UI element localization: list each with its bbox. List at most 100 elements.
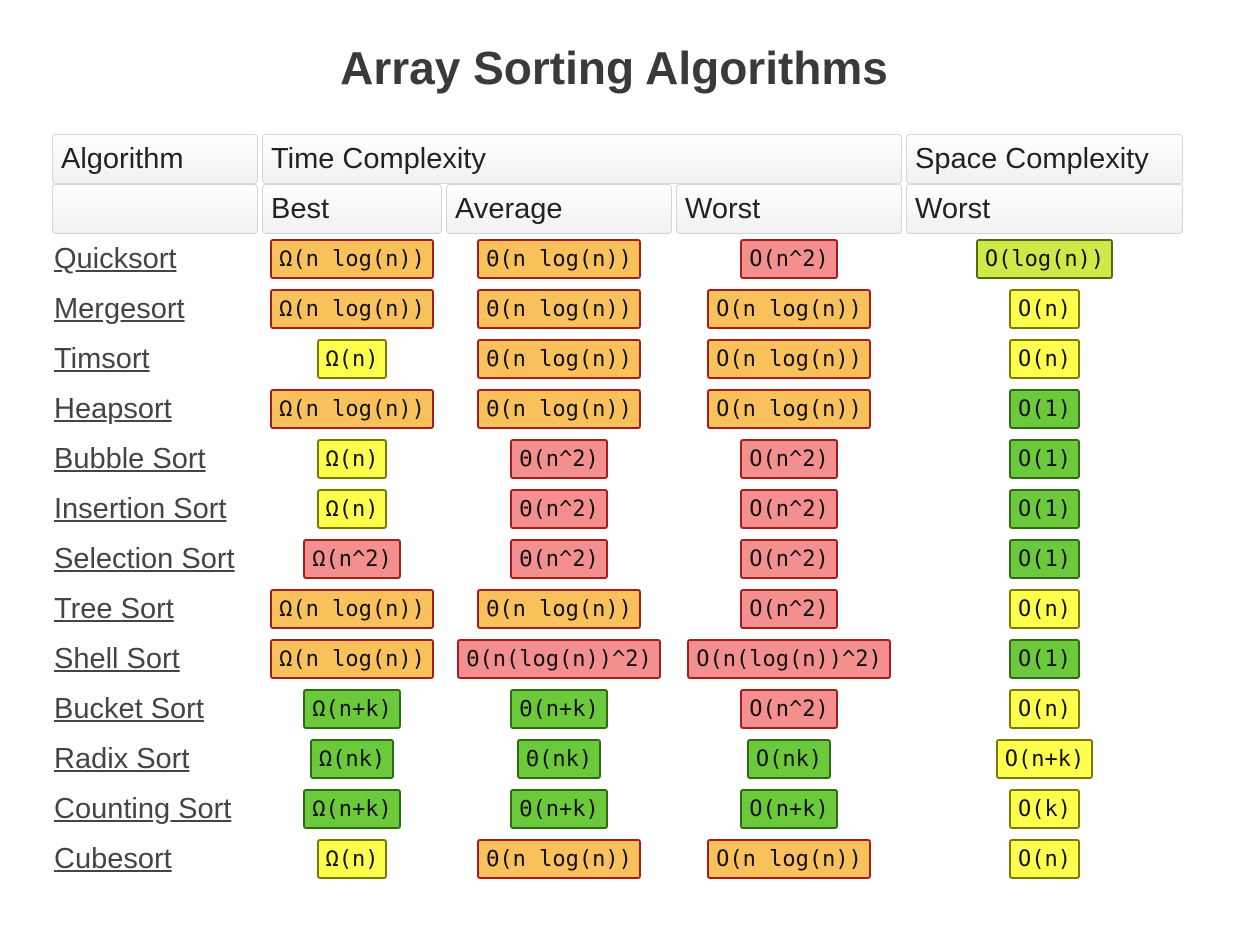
worst-complexity-badge: O(n log(n)) [707,339,871,379]
page-title: Array Sorting Algorithms [340,42,888,94]
algorithm-name-cell: Bucket Sort [52,684,258,734]
algorithm-link[interactable]: Cubesort [54,842,172,875]
worst-complexity-cell: O(n log(n)) [676,284,902,334]
header-algorithm: Algorithm [52,134,258,184]
worst-complexity-badge: O(n log(n)) [707,289,871,329]
worst-complexity-cell: O(n^2) [676,484,902,534]
space-complexity-badge: O(n) [1009,689,1080,729]
space-complexity-cell: O(1) [906,634,1183,684]
best-complexity-cell: Ω(n log(n)) [262,584,442,634]
space-complexity-cell: O(n+k) [906,734,1183,784]
worst-complexity-cell: O(n+k) [676,784,902,834]
average-complexity-badge: Θ(n+k) [510,789,608,829]
average-complexity-cell: Θ(n^2) [446,434,672,484]
average-complexity-badge: Θ(n^2) [510,539,608,579]
worst-complexity-badge: O(n log(n)) [707,389,871,429]
algorithm-link[interactable]: Heapsort [54,392,172,425]
algorithm-name-cell: Insertion Sort [52,484,258,534]
best-complexity-badge: Ω(n log(n)) [270,239,434,279]
algorithm-link[interactable]: Bubble Sort [54,442,206,475]
algorithm-link[interactable]: Radix Sort [54,742,190,775]
worst-complexity-badge: O(n(log(n))^2) [687,639,891,679]
average-complexity-badge: Θ(n log(n)) [477,839,641,879]
best-complexity-cell: Ω(n log(n)) [262,234,442,284]
header-space-complexity: Space Complexity [906,134,1183,184]
best-complexity-badge: Ω(nk) [309,739,395,779]
algorithm-name-cell: Tree Sort [52,584,258,634]
best-complexity-badge: Ω(n log(n)) [270,589,434,629]
algorithm-link[interactable]: Quicksort [54,242,177,275]
space-complexity-cell: O(n) [906,284,1183,334]
algorithm-link[interactable]: Bucket Sort [54,692,204,725]
average-complexity-cell: Θ(n log(n)) [446,384,672,434]
algorithm-name-cell: Bubble Sort [52,434,258,484]
algorithm-name-cell: Radix Sort [52,734,258,784]
header-blank [52,184,258,234]
worst-complexity-cell: O(n(log(n))^2) [676,634,902,684]
average-complexity-badge: Θ(n^2) [510,439,608,479]
space-complexity-badge: O(1) [1009,489,1080,529]
space-complexity-badge: O(n) [1009,289,1080,329]
worst-complexity-badge: O(n^2) [740,439,838,479]
algorithm-link[interactable]: Selection Sort [54,542,235,575]
algorithm-link[interactable]: Tree Sort [54,592,174,625]
algorithm-link[interactable]: Insertion Sort [54,492,227,525]
worst-complexity-cell: O(n^2) [676,684,902,734]
average-complexity-cell: Θ(n+k) [446,684,672,734]
space-complexity-badge: O(1) [1009,439,1080,479]
space-complexity-badge: O(1) [1009,639,1080,679]
space-complexity-badge: O(n) [1009,589,1080,629]
worst-complexity-cell: O(n log(n)) [676,834,902,884]
algorithm-name-cell: Shell Sort [52,634,258,684]
best-complexity-cell: Ω(n) [262,334,442,384]
average-complexity-badge: Θ(n log(n)) [477,339,641,379]
algorithm-name-cell: Heapsort [52,384,258,434]
worst-complexity-cell: O(n^2) [676,234,902,284]
space-complexity-cell: O(n) [906,834,1183,884]
header-space-worst: Worst [906,184,1183,234]
best-complexity-cell: Ω(n log(n)) [262,284,442,334]
space-complexity-badge: O(1) [1009,539,1080,579]
best-complexity-badge: Ω(n+k) [303,789,401,829]
average-complexity-cell: Θ(n+k) [446,784,672,834]
worst-complexity-badge: O(n^2) [740,539,838,579]
algorithm-name-cell: Selection Sort [52,534,258,584]
best-complexity-badge: Ω(n log(n)) [270,639,434,679]
header-best: Best [262,184,442,234]
algorithm-link[interactable]: Mergesort [54,292,185,325]
worst-complexity-cell: O(nk) [676,734,902,784]
best-complexity-cell: Ω(n+k) [262,784,442,834]
average-complexity-badge: Θ(n log(n)) [477,289,641,329]
space-complexity-cell: O(k) [906,784,1183,834]
best-complexity-badge: Ω(n+k) [303,689,401,729]
best-complexity-cell: Ω(n+k) [262,684,442,734]
algorithm-name-cell: Quicksort [52,234,258,284]
worst-complexity-cell: O(n log(n)) [676,384,902,434]
worst-complexity-cell: O(n^2) [676,534,902,584]
best-complexity-badge: Ω(n log(n)) [270,389,434,429]
header-average: Average [446,184,672,234]
average-complexity-badge: Θ(n(log(n))^2) [457,639,661,679]
algorithm-name-cell: Cubesort [52,834,258,884]
average-complexity-badge: Θ(n^2) [510,489,608,529]
average-complexity-cell: Θ(n(log(n))^2) [446,634,672,684]
best-complexity-cell: Ω(n log(n)) [262,384,442,434]
algorithm-link[interactable]: Shell Sort [54,642,180,675]
best-complexity-badge: Ω(n) [316,339,388,379]
algorithm-link[interactable]: Counting Sort [54,792,232,825]
best-complexity-badge: Ω(n^2) [303,539,401,579]
best-complexity-badge: Ω(n) [316,839,388,879]
space-complexity-cell: O(n) [906,684,1183,734]
best-complexity-cell: Ω(n) [262,834,442,884]
algorithm-link[interactable]: Timsort [54,342,150,375]
algorithm-name-cell: Counting Sort [52,784,258,834]
average-complexity-badge: Θ(n log(n)) [477,389,641,429]
worst-complexity-cell: O(n^2) [676,584,902,634]
best-complexity-cell: Ω(n^2) [262,534,442,584]
header-worst: Worst [676,184,902,234]
header-time-complexity: Time Complexity [262,134,902,184]
worst-complexity-badge: O(n log(n)) [707,839,871,879]
space-complexity-badge: O(log(n)) [975,239,1114,279]
average-complexity-cell: Θ(n log(n)) [446,334,672,384]
average-complexity-cell: Θ(n log(n)) [446,834,672,884]
